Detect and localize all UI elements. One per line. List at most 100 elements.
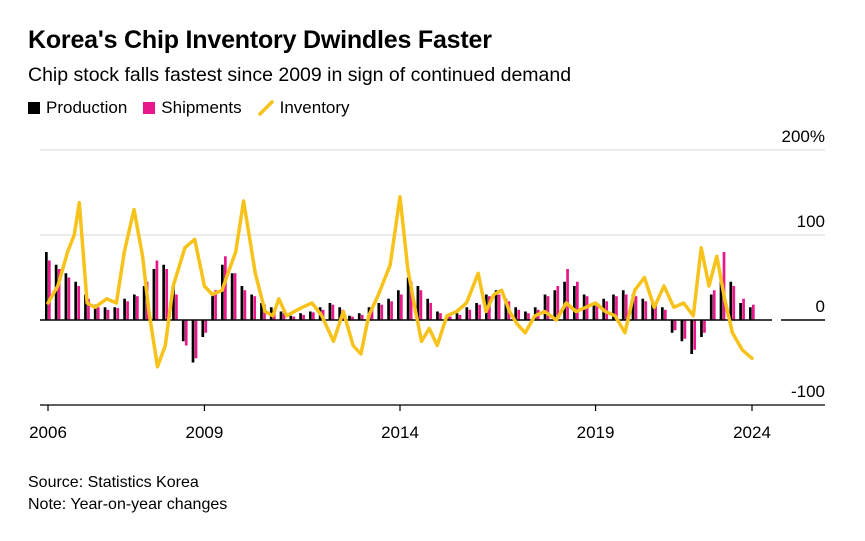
bar-production bbox=[749, 307, 752, 320]
bar-production bbox=[641, 298, 645, 320]
x-tick-label: 2009 bbox=[186, 423, 224, 442]
bar-shipments bbox=[380, 304, 384, 320]
bar-shipments bbox=[292, 316, 296, 320]
legend-label-shipments: Shipments bbox=[161, 98, 242, 117]
bar-shipments bbox=[67, 277, 71, 320]
bar-production bbox=[621, 290, 625, 320]
bar-shipments bbox=[282, 313, 286, 320]
bar-shipments bbox=[96, 307, 100, 320]
bar-shipments bbox=[106, 309, 110, 320]
bar-shipments bbox=[351, 316, 354, 320]
bar-production bbox=[172, 286, 175, 320]
bar-shipments bbox=[116, 308, 120, 320]
bar-production bbox=[465, 307, 469, 320]
bar-shipments bbox=[253, 296, 257, 320]
bar-shipments bbox=[497, 294, 501, 320]
bar-shipments bbox=[204, 320, 208, 333]
legend-label-inventory: Inventory bbox=[279, 98, 350, 117]
bar-production bbox=[494, 290, 498, 320]
x-tick-label: 2019 bbox=[577, 423, 615, 442]
bar-shipments bbox=[136, 296, 139, 320]
bar-shipments bbox=[419, 290, 423, 320]
bar-production bbox=[348, 315, 351, 320]
bar-shipments bbox=[664, 309, 667, 320]
bar-shipments bbox=[312, 312, 315, 320]
bar-production bbox=[250, 294, 254, 320]
x-tick-label: 2006 bbox=[29, 423, 67, 442]
bar-production bbox=[181, 320, 185, 342]
bar-production bbox=[387, 298, 390, 320]
bar-production bbox=[240, 286, 244, 320]
bar-production bbox=[504, 298, 508, 320]
bar-production bbox=[397, 290, 400, 320]
chart-title: Korea's Chip Inventory Dwindles Faster bbox=[28, 26, 492, 54]
bar-shipments bbox=[458, 314, 462, 320]
bar-production bbox=[162, 264, 166, 320]
y-tick-label: 100 bbox=[797, 212, 825, 231]
bar-shipments bbox=[233, 273, 237, 320]
bar-production bbox=[113, 307, 117, 320]
bar-shipments bbox=[439, 313, 442, 320]
bar-shipments bbox=[370, 309, 374, 320]
bar-shipments bbox=[390, 301, 393, 320]
bar-shipments bbox=[712, 290, 716, 320]
x-tick-label: 2024 bbox=[733, 423, 771, 442]
bar-shipments bbox=[155, 260, 159, 320]
bar-production bbox=[553, 290, 557, 320]
bar-shipments bbox=[478, 304, 481, 320]
y-tick-label: 0 bbox=[816, 297, 825, 316]
bar-production bbox=[426, 298, 430, 320]
bar-production bbox=[533, 307, 537, 320]
bar-production bbox=[45, 252, 48, 320]
bar-production bbox=[309, 311, 312, 320]
bar-production bbox=[338, 307, 342, 320]
chart-subtitle: Chip stock falls fastest since 2009 in s… bbox=[28, 64, 572, 86]
x-tick-label: 2014 bbox=[381, 423, 419, 442]
bar-shipments bbox=[87, 298, 90, 320]
bar-production bbox=[573, 286, 576, 320]
legend-item-shipments: Shipments bbox=[143, 98, 242, 118]
bar-production bbox=[406, 277, 410, 320]
bar-production bbox=[680, 320, 684, 342]
legend-label-production: Production bbox=[46, 98, 128, 117]
bar-production bbox=[201, 320, 205, 337]
bar-production bbox=[279, 311, 283, 320]
bar-shipments bbox=[673, 320, 677, 331]
bar-shipments bbox=[448, 316, 452, 320]
bar-production bbox=[357, 313, 361, 320]
bar-production bbox=[142, 286, 146, 320]
bar-shipments bbox=[644, 301, 648, 320]
bar-production bbox=[289, 315, 293, 320]
bar-production bbox=[74, 281, 78, 320]
bar-shipments bbox=[409, 281, 413, 320]
bar-production bbox=[514, 307, 518, 320]
legend-item-production: Production bbox=[28, 98, 127, 118]
bar-production bbox=[191, 320, 195, 363]
bar-production bbox=[670, 320, 674, 333]
bar-shipments bbox=[742, 298, 745, 320]
bar-shipments bbox=[360, 314, 364, 320]
bar-production bbox=[661, 307, 664, 320]
bar-production bbox=[123, 298, 126, 320]
bar-production bbox=[524, 311, 527, 320]
bar-production bbox=[739, 303, 742, 320]
bar-shipments bbox=[224, 256, 227, 320]
bar-shipments bbox=[517, 309, 521, 320]
bar-production bbox=[436, 311, 439, 320]
bar-production bbox=[475, 303, 478, 320]
legend-line-inventory-icon bbox=[257, 100, 274, 116]
bar-shipments bbox=[48, 260, 51, 320]
bar-shipments bbox=[624, 294, 628, 320]
bar-shipments bbox=[732, 286, 736, 320]
bar-shipments bbox=[556, 286, 560, 320]
bar-production bbox=[299, 313, 302, 320]
bar-production bbox=[260, 303, 263, 320]
bar-production bbox=[64, 273, 68, 320]
bar-shipments bbox=[57, 269, 61, 320]
bar-shipments bbox=[194, 320, 198, 359]
bar-shipments bbox=[683, 320, 687, 339]
bar-production bbox=[84, 294, 87, 320]
bar-production bbox=[211, 294, 214, 320]
bar-shipments bbox=[595, 304, 599, 320]
